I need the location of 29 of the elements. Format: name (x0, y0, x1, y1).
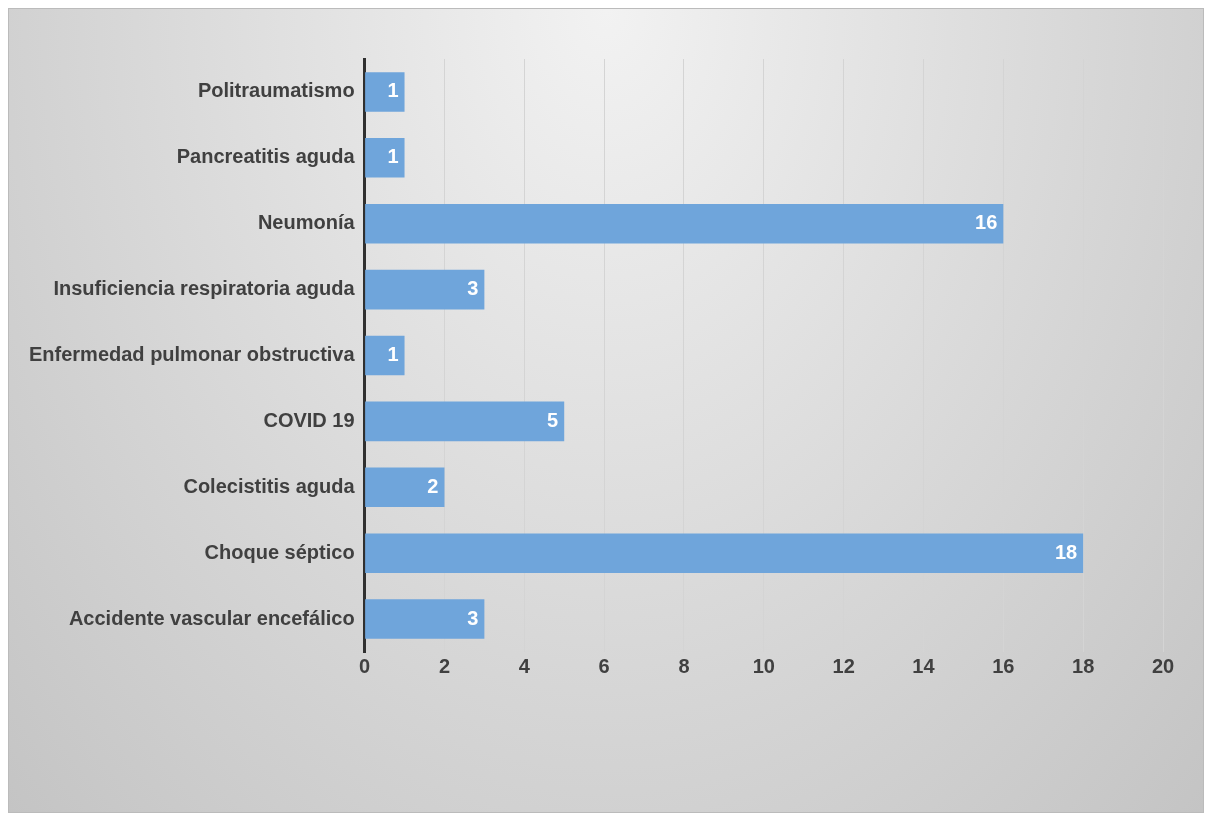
data-label: 3 (467, 277, 479, 300)
data-label: 3 (467, 606, 479, 629)
y-tick-label: Neumonía (257, 211, 356, 234)
y-tick-label: Colecistitis aguda (183, 474, 356, 497)
x-tick-label: 4 (518, 654, 531, 677)
y-tick-label: Politraumatismo (197, 79, 355, 102)
x-tick-label: 10 (752, 654, 775, 677)
x-tick-label: 18 (1072, 654, 1095, 677)
x-tick-label: 8 (678, 654, 690, 677)
x-tick-label: 12 (832, 654, 855, 677)
data-label: 18 (1054, 540, 1078, 563)
x-tick-label: 2 (438, 654, 451, 677)
y-tick-label: Choque séptico (204, 540, 355, 563)
data-label: 1 (387, 79, 399, 102)
data-label: 2 (427, 474, 439, 497)
y-tick-label: Accidente vascular encefálico (68, 606, 355, 629)
y-tick-label: Pancreatitis aguda (176, 145, 356, 168)
y-tick-label: Insuficiencia respiratoria aguda (53, 277, 356, 300)
y-tick-label: COVID 19 (263, 408, 355, 431)
data-label: 1 (387, 145, 399, 168)
x-tick-label: 20 (1151, 654, 1175, 677)
data-label: 16 (975, 211, 998, 234)
y-tick-label: Enfermedad pulmonar obstructiva (28, 343, 356, 366)
x-tick-label: 6 (598, 654, 610, 677)
data-label: 1 (387, 343, 399, 366)
x-tick-label: 0 (359, 654, 371, 677)
x-tick-label: 14 (912, 654, 936, 677)
x-tick-label: 16 (992, 654, 1015, 677)
data-label: 5 (547, 408, 559, 431)
